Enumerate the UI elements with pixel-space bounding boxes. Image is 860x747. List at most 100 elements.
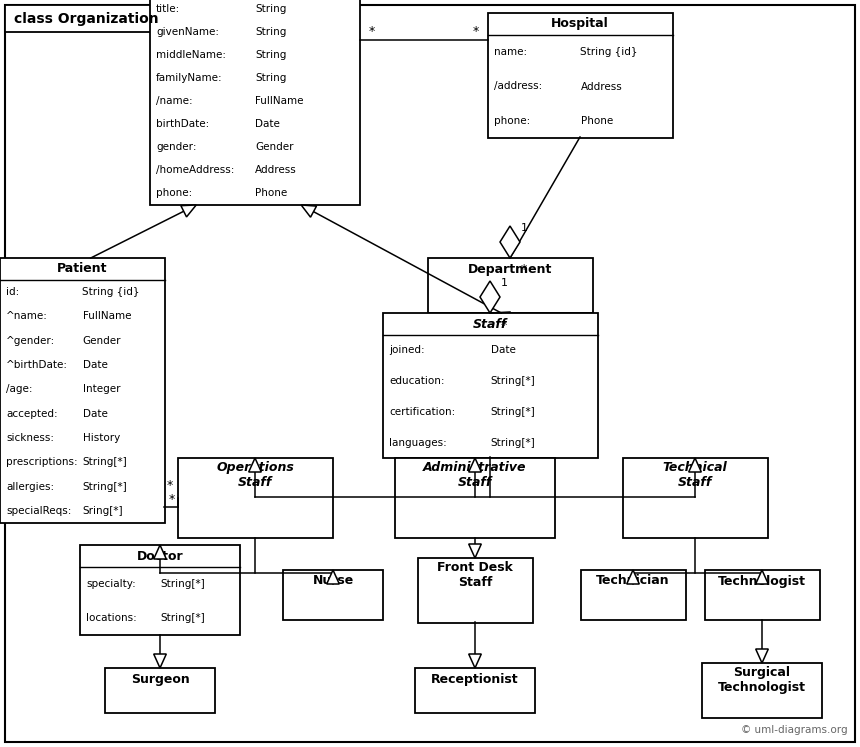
Text: gender:: gender: (156, 142, 196, 152)
Text: name:: name: (494, 47, 527, 58)
Polygon shape (5, 5, 185, 32)
Text: Gender: Gender (83, 335, 121, 346)
Text: Technician: Technician (596, 574, 670, 587)
Text: languages:: languages: (389, 438, 446, 447)
Text: *: * (473, 25, 479, 39)
Text: specialReqs:: specialReqs: (6, 506, 71, 516)
Text: String[*]: String[*] (490, 407, 535, 417)
Text: String[*]: String[*] (83, 482, 127, 492)
Text: Sring[*]: Sring[*] (83, 506, 123, 516)
Text: Technical
Staff: Technical Staff (662, 461, 728, 489)
Text: certification:: certification: (389, 407, 455, 417)
Text: Department: Department (468, 262, 552, 276)
Polygon shape (469, 458, 482, 472)
Text: Gender: Gender (255, 142, 293, 152)
Text: *: * (169, 492, 175, 506)
Text: *: * (369, 25, 375, 39)
Polygon shape (756, 570, 768, 584)
Bar (705, 570, 820, 620)
Text: Phone: Phone (580, 116, 612, 125)
Polygon shape (327, 570, 340, 584)
Text: /address:: /address: (494, 81, 543, 91)
Text: String: String (255, 73, 286, 83)
Polygon shape (480, 281, 500, 313)
Polygon shape (469, 654, 482, 668)
Text: sickness:: sickness: (6, 433, 54, 443)
Text: Front Desk
Staff: Front Desk Staff (437, 561, 513, 589)
Text: String[*]: String[*] (490, 438, 535, 447)
Text: class Organization: class Organization (14, 12, 158, 26)
Bar (178, 458, 333, 538)
Text: prescriptions:: prescriptions: (6, 457, 77, 468)
Text: Patient: Patient (57, 262, 108, 276)
Text: String: String (255, 50, 286, 60)
Text: Date: Date (83, 409, 108, 418)
Polygon shape (469, 544, 482, 558)
Bar (623, 458, 768, 538)
Text: String[*]: String[*] (490, 376, 535, 386)
Text: Integer: Integer (83, 385, 120, 394)
Bar (283, 570, 383, 620)
Bar (150, 0, 360, 205)
Text: familyName:: familyName: (156, 73, 223, 83)
Text: id:: id: (6, 287, 19, 297)
Text: String: String (255, 4, 286, 13)
Bar (581, 570, 686, 620)
Bar (488, 13, 673, 138)
Text: String: String (255, 27, 286, 37)
Text: education:: education: (389, 376, 445, 386)
Text: String {id}: String {id} (83, 287, 140, 297)
Text: String[*]: String[*] (83, 457, 127, 468)
Text: *: * (521, 264, 527, 276)
Text: /age:: /age: (6, 385, 33, 394)
Polygon shape (756, 649, 768, 663)
Polygon shape (689, 458, 701, 472)
Bar (80, 545, 240, 635)
Text: Doctor: Doctor (137, 550, 183, 562)
Bar (395, 458, 555, 538)
Text: Date: Date (490, 345, 515, 356)
Text: Surgical
Technologist: Surgical Technologist (718, 666, 806, 694)
Text: Receptionist: Receptionist (431, 672, 519, 686)
Text: FullName: FullName (83, 311, 131, 321)
Bar (418, 558, 533, 623)
Text: givenName:: givenName: (156, 27, 219, 37)
Polygon shape (627, 570, 639, 584)
Polygon shape (500, 226, 520, 258)
Text: *: * (501, 318, 507, 332)
Text: phone:: phone: (494, 116, 531, 125)
Text: Staff: Staff (473, 317, 507, 330)
Text: ^birthDate:: ^birthDate: (6, 360, 68, 370)
Text: *: * (167, 480, 173, 492)
Text: © uml-diagrams.org: © uml-diagrams.org (741, 725, 848, 735)
Text: /homeAddress:: /homeAddress: (156, 165, 235, 176)
Text: accepted:: accepted: (6, 409, 58, 418)
Text: 1: 1 (520, 223, 527, 233)
Text: 1: 1 (501, 278, 507, 288)
Text: Phone: Phone (255, 188, 287, 199)
Bar (383, 313, 598, 458)
Polygon shape (301, 205, 316, 217)
Text: Nurse: Nurse (312, 574, 353, 587)
Text: title:: title: (156, 4, 181, 13)
Polygon shape (181, 205, 196, 217)
Text: History: History (83, 433, 120, 443)
Polygon shape (154, 654, 166, 668)
Text: phone:: phone: (156, 188, 193, 199)
Text: ^gender:: ^gender: (6, 335, 55, 346)
Text: middleName:: middleName: (156, 50, 226, 60)
Polygon shape (249, 458, 261, 472)
Text: locations:: locations: (86, 613, 137, 623)
Bar (105, 668, 215, 713)
Text: String {id}: String {id} (580, 47, 638, 58)
Text: specialty:: specialty: (86, 579, 136, 589)
Bar (702, 663, 822, 718)
Text: Operations
Staff: Operations Staff (216, 461, 294, 489)
Text: birthDate:: birthDate: (156, 119, 209, 129)
Text: Administrative
Staff: Administrative Staff (423, 461, 526, 489)
Text: Date: Date (255, 119, 280, 129)
Text: ^name:: ^name: (6, 311, 48, 321)
Text: allergies:: allergies: (6, 482, 54, 492)
Bar (428, 258, 593, 313)
Text: joined:: joined: (389, 345, 425, 356)
